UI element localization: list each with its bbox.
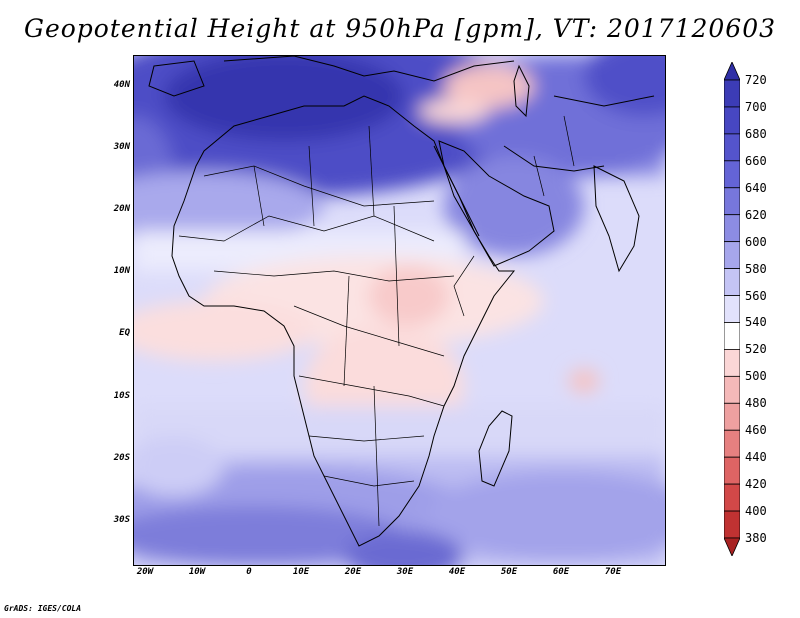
colorbar-segment (724, 241, 740, 269)
colorbar-label: 560 (745, 288, 767, 303)
colorbar-label: 440 (745, 450, 767, 465)
credit-text: GrADS: IGES/COLA (4, 604, 82, 613)
lat-label-eq: EQ (119, 328, 130, 338)
lon-label-50e: 50E (500, 567, 518, 577)
colorbar-segment (724, 79, 740, 108)
lon-label-30e: 30E (396, 567, 414, 577)
colorbar-label: 540 (745, 315, 767, 330)
lon-label-20w: 20W (136, 567, 154, 577)
colorbar-label: 420 (745, 477, 767, 492)
field-shading (134, 56, 665, 565)
colorbar-label: 700 (745, 99, 767, 114)
colorbar-label: 520 (745, 342, 767, 357)
colorbar-segment (724, 106, 740, 135)
colorbar-segment (724, 62, 740, 81)
colorbar-segment (724, 214, 740, 243)
colorbar-segment (724, 133, 740, 162)
lon-label-10e: 10E (292, 567, 310, 577)
colorbar-segment (724, 322, 740, 350)
colorbar-segment (724, 375, 740, 404)
height-field (134, 56, 665, 565)
lon-label-60e: 60E (552, 567, 570, 577)
colorbar-label: 400 (745, 504, 767, 519)
lon-label-40e: 40E (448, 567, 466, 577)
map-title: Geopotential Height at 950hPa [gpm], VT:… (23, 14, 777, 43)
lon-label-10w: 10W (188, 567, 206, 577)
lat-label-10s: 10S (113, 391, 130, 401)
lon-label-20e: 20E (344, 567, 362, 577)
colorbar-segment (724, 268, 740, 296)
colorbar-label: 640 (745, 180, 767, 195)
colorbar-label: 380 (745, 531, 767, 545)
colorbar-label: 720 (745, 73, 767, 87)
colorbar (724, 62, 740, 556)
colorbar-label: 500 (745, 369, 767, 384)
colorbar-segment (724, 402, 740, 431)
lat-label-10n: 10N (113, 266, 130, 276)
colorbar-label: 680 (745, 126, 767, 141)
colorbar-segment (724, 187, 740, 216)
colorbar-label: 620 (745, 207, 767, 222)
colorbar-label: 600 (745, 234, 767, 249)
lat-label-30s: 30S (113, 515, 130, 525)
country-borders (178, 115, 575, 527)
coastlines (148, 56, 655, 547)
lat-label-20s: 20S (113, 453, 130, 463)
colorbar-segment (724, 537, 740, 556)
colorbar-label: 480 (745, 396, 767, 411)
colorbar-label: 460 (745, 423, 767, 438)
colorbar-segment (724, 456, 740, 485)
colorbar-segment (724, 349, 740, 377)
lon-label-70e: 70E (604, 567, 622, 577)
lon-label-0: 0 (246, 567, 252, 577)
lat-label-40n: 40N (113, 80, 130, 90)
lat-label-20n: 20N (113, 204, 130, 214)
colorbar-label: 580 (745, 261, 767, 276)
colorbar-segment (724, 160, 740, 189)
colorbar-segment (724, 295, 740, 323)
lat-label-30n: 30N (113, 142, 130, 152)
colorbar-segment (724, 429, 740, 458)
colorbar-segment (724, 483, 740, 512)
colorbar-label: 660 (745, 153, 767, 168)
map-panel (133, 55, 666, 566)
colorbar-segment (724, 510, 740, 539)
